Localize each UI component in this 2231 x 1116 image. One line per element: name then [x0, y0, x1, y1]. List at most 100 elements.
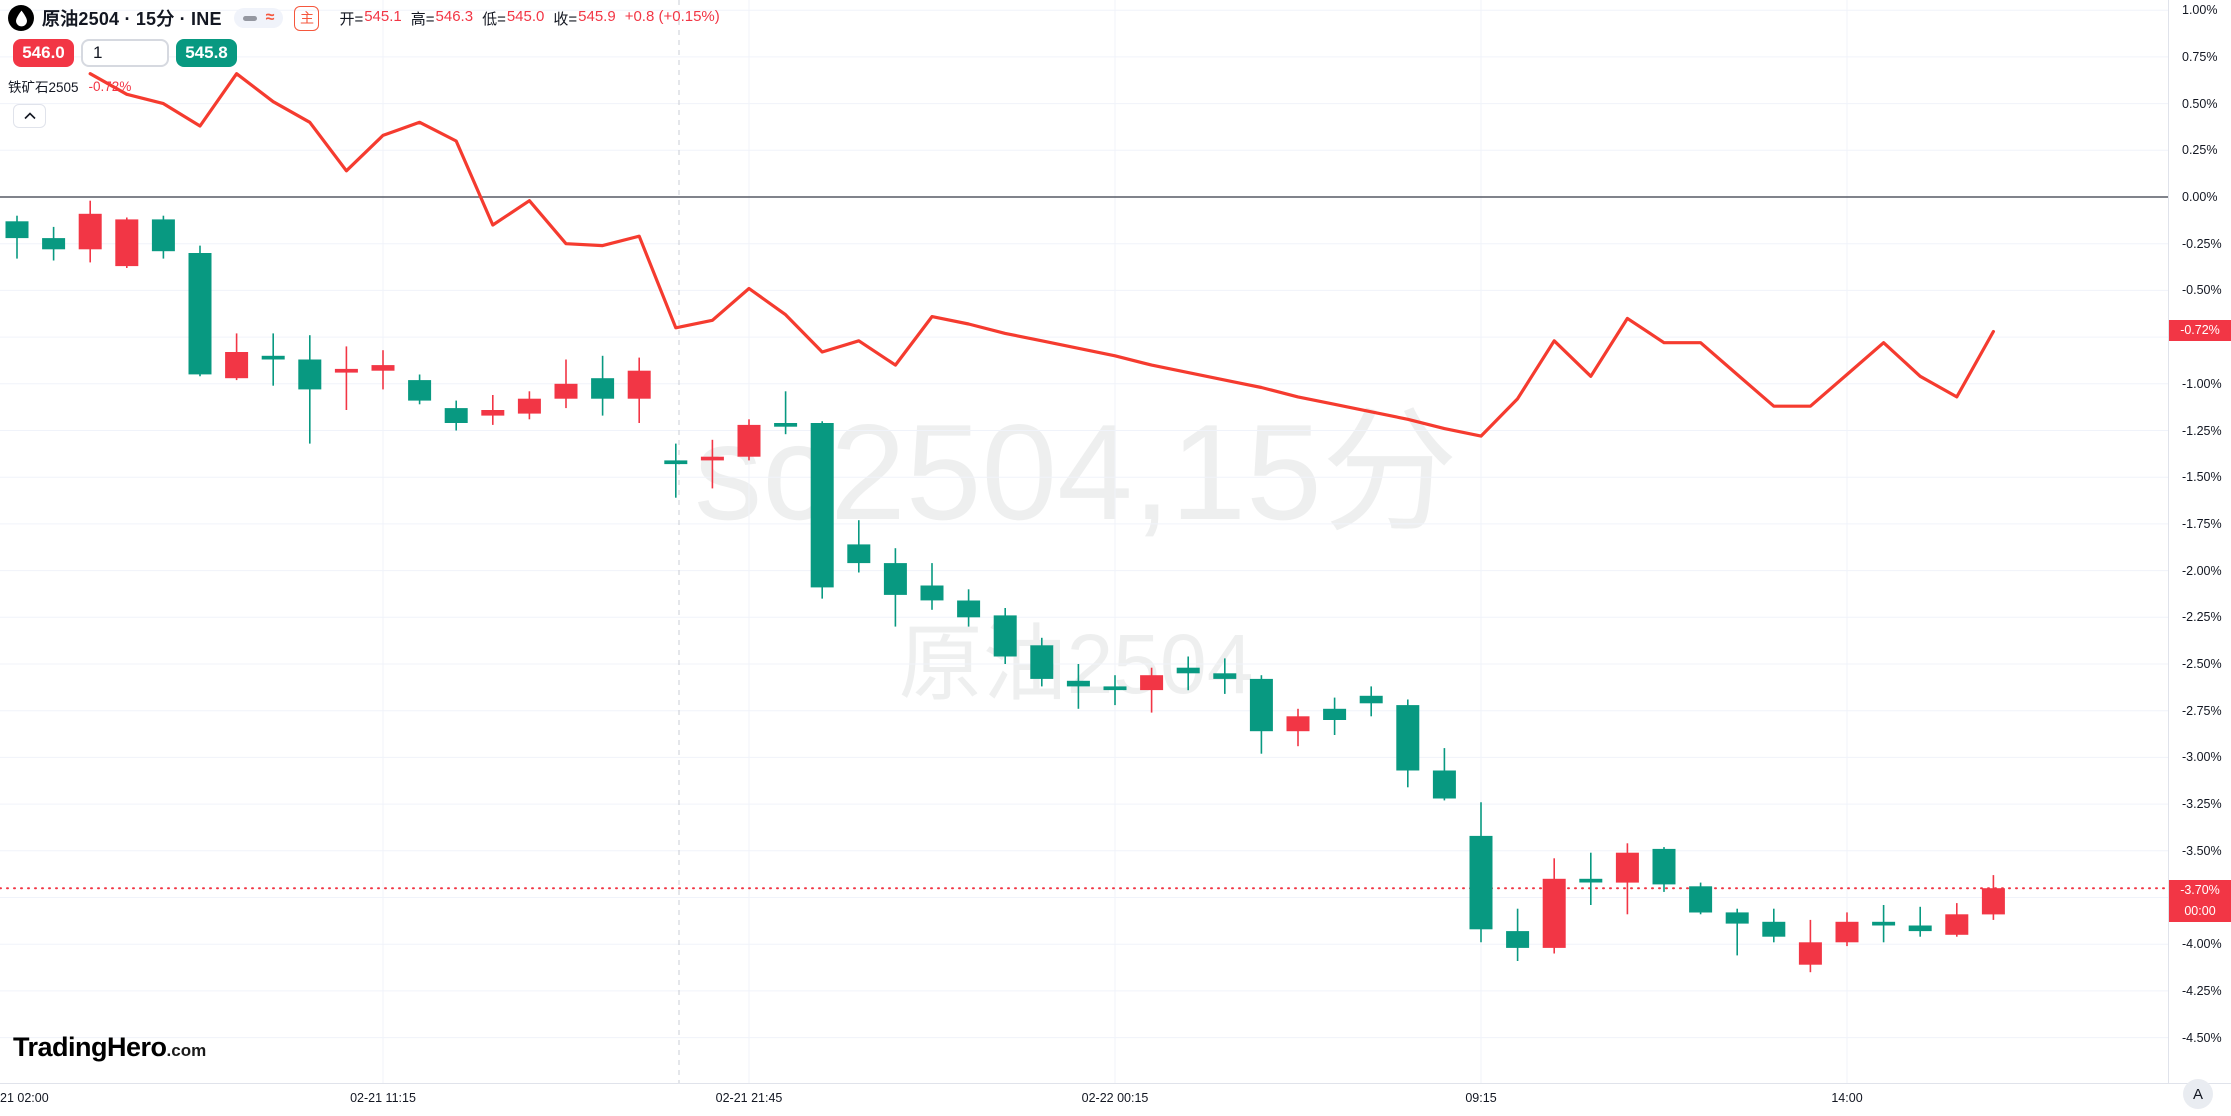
candle-body [1432, 770, 1456, 799]
candle-body [517, 398, 541, 414]
h-gridlines [0, 9, 2168, 1039]
time-tick-label: 14:00 [1831, 1091, 1863, 1105]
candle-body [1213, 673, 1237, 679]
candle-body [408, 380, 432, 401]
candle-body [810, 423, 834, 588]
candle-body [1798, 942, 1822, 965]
candle-body [1286, 716, 1310, 732]
time-tick-label: 02-21 21:45 [715, 1091, 783, 1105]
v-gridlines [382, 0, 1848, 1083]
candle-body [1689, 886, 1713, 913]
price-tick-label: -1.00% [2182, 376, 2222, 391]
candle-body [920, 585, 944, 601]
low-label: 低= [482, 10, 506, 28]
high-label: 高= [410, 10, 435, 28]
candle-body [664, 460, 688, 465]
candle-body [481, 410, 505, 416]
candle-body [334, 368, 358, 373]
tradinghero-logo: TradingHero .com [13, 1032, 206, 1063]
candle-body [298, 359, 322, 390]
price-tick-label: -4.50% [2182, 1030, 2222, 1045]
candle-body [883, 563, 907, 595]
candle-body [774, 423, 798, 427]
candle-body [1066, 680, 1090, 687]
time-tick-label: 02-22 00:15 [1081, 1091, 1149, 1105]
candle-body [1176, 667, 1200, 674]
price-tick-label: -0.50% [2182, 283, 2222, 298]
candle-body [1103, 686, 1127, 691]
price-tick-label: -0.25% [2182, 236, 2222, 251]
open-label: 开= [339, 10, 364, 28]
chart-legend: 原油2504 · 15分 · INE ≈ 主 开= 545.1 高= 546.3 低… [8, 4, 720, 128]
font-size-button[interactable]: A [2183, 1079, 2213, 1109]
symbol-logo-oil-drop-icon [8, 5, 34, 31]
candle-body [371, 365, 395, 371]
compare-symbol-name[interactable]: 铁矿石2505 [8, 80, 79, 95]
candle-body [1835, 921, 1859, 943]
candle-body [151, 219, 175, 252]
candle-body [737, 424, 761, 457]
price-tick-label: -4.25% [2182, 983, 2222, 998]
candlestick-chart[interactable] [0, 0, 2168, 1083]
price-tick-label: -2.50% [2182, 657, 2222, 671]
price-tick-label: -1.25% [2182, 423, 2222, 438]
price-tick-label: 0.25% [2182, 143, 2218, 158]
hide-series-icon[interactable] [242, 15, 257, 21]
candle-body [1872, 921, 1896, 926]
close-value: 545.9 [578, 7, 616, 25]
time-tick-label: 02-21 11:15 [350, 1091, 416, 1105]
candle-body [591, 378, 615, 399]
price-tick-label: 0.75% [2182, 49, 2218, 64]
candle-body [1506, 931, 1530, 948]
price-tick-label: -3.00% [2182, 750, 2222, 765]
price-tick-label: -3.50% [2182, 843, 2222, 858]
price-tick-label: -2.00% [2182, 563, 2222, 578]
candle-body [993, 615, 1017, 657]
candle-body [1908, 925, 1932, 932]
time-tick-label: 09:15 [1465, 1091, 1497, 1105]
candle-body [1030, 645, 1054, 679]
candle-series [5, 200, 2005, 973]
candle-body [1469, 835, 1493, 930]
low-value: 545.0 [506, 7, 545, 25]
candle-body [188, 253, 212, 375]
series-style-pill[interactable]: ≈ [233, 8, 284, 28]
price-tick-label: 0.50% [2182, 96, 2218, 111]
candle-body [1725, 912, 1749, 924]
candle-body [1579, 878, 1603, 883]
price-tick-label: -1.50% [2182, 470, 2222, 485]
candle-body [225, 352, 249, 379]
candle-body [1945, 914, 1969, 935]
buy-button[interactable]: 545.8 [176, 39, 237, 67]
candle-body [1396, 705, 1420, 771]
time-axis[interactable]: 21 02:00 02-21 11:15 02-21 21:45 02-22 00:1… [0, 1083, 2231, 1116]
approx-icon[interactable]: ≈ [265, 9, 275, 26]
ohlc-readout: 开= 545.1 高= 546.3 低= 545.0 收= 545.9 +0.8 (+0… [339, 8, 719, 29]
symbol-title[interactable]: 原油2504 · 15分 · INE [42, 9, 222, 29]
price-tick-label: -4.00% [2182, 937, 2222, 952]
close-label: 收= [553, 10, 578, 28]
main-contract-badge[interactable]: 主 [294, 5, 320, 31]
sell-button[interactable]: 546.0 [13, 39, 74, 67]
price-badge: -0.72% [2169, 320, 2231, 341]
high-value: 546.3 [435, 7, 474, 25]
candle-body [1323, 708, 1347, 720]
candle-body [1762, 921, 1786, 937]
quantity-input[interactable] [81, 39, 169, 67]
candle-body [627, 370, 651, 399]
price-tick-label: 0.00% [2182, 190, 2218, 204]
candle-body [444, 408, 468, 423]
logo-suffix: .com [166, 1041, 207, 1060]
candle-body [1981, 888, 2005, 915]
candle-body [42, 238, 66, 250]
time-tick-label: 21 02:00 [0, 1091, 49, 1105]
candle-body [115, 219, 139, 267]
candle-body [261, 355, 285, 360]
candle-body [1249, 678, 1273, 732]
candle-body [1652, 848, 1676, 885]
candle-body [5, 221, 29, 239]
candle-body [554, 383, 578, 399]
collapse-legend-button[interactable] [13, 104, 46, 128]
price-tick-label: 1.00% [2182, 3, 2218, 18]
compare-line-series [88, 72, 1996, 438]
